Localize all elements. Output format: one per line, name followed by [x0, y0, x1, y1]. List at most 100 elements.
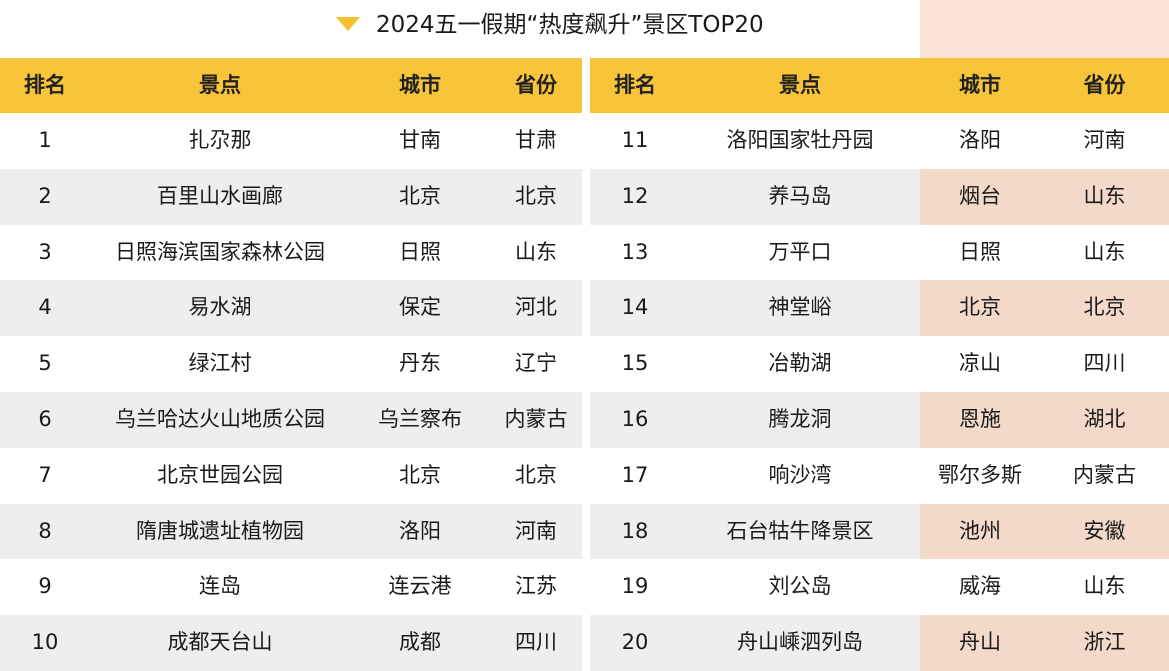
cell-province: 山东 — [515, 239, 557, 264]
cell-province: 河南 — [1083, 128, 1126, 152]
cell-province: 山东 — [1040, 168, 1169, 225]
cell-rank: 11 — [621, 128, 649, 152]
table-row: 8 隋唐城遗址植物园 洛阳 河南 — [0, 503, 582, 560]
cell-spot: 连岛 — [199, 574, 241, 599]
cell-rank: 7 — [38, 462, 52, 487]
table-row: 18 石台牯牛降景区 池州 安徽 — [590, 503, 1169, 560]
cell-spot: 神堂峪 — [768, 295, 832, 320]
cell-rank: 6 — [38, 406, 52, 431]
cell-spot: 扎尕那 — [188, 128, 252, 152]
header-spot: 景点 — [199, 73, 241, 97]
cell-province: 内蒙古 — [1073, 462, 1136, 487]
cell-rank: 8 — [38, 518, 52, 543]
table-row: 14 神堂峪 北京 北京 — [590, 280, 1169, 337]
header-city: 城市 — [959, 73, 1001, 97]
table-row: 20 舟山嵊泗列岛 舟山 浙江 — [590, 615, 1169, 671]
cell-spot: 易水湖 — [188, 295, 252, 320]
ranking-table-left: 排名 景点 城市 省份 1 扎尕那 甘南 甘肃 2 百里山水画廊 北京 北京 3 日照海滨国家森林… — [0, 58, 582, 671]
table-row: 13 万平口 日照 山东 — [590, 225, 1169, 281]
table-header: 排名 景点 城市 省份 — [590, 58, 1169, 113]
cell-city: 北京 — [920, 280, 1040, 337]
table-row: 16 腾龙洞 恩施 湖北 — [590, 391, 1169, 448]
cell-city: 恩施 — [920, 391, 1040, 448]
cell-province: 山东 — [1083, 574, 1126, 599]
cell-spot: 响沙湾 — [768, 462, 832, 487]
table-row: 1 扎尕那 甘南 甘肃 — [0, 113, 582, 169]
header-rank: 排名 — [614, 73, 656, 97]
cell-spot: 日照海滨国家森林公园 — [115, 239, 325, 264]
cell-city: 洛阳 — [959, 128, 1001, 152]
cell-province: 辽宁 — [515, 351, 557, 376]
cell-city: 连云港 — [388, 574, 452, 599]
cell-rank: 4 — [38, 295, 52, 320]
cell-spot: 石台牯牛降景区 — [726, 518, 874, 543]
cell-city: 甘南 — [399, 128, 441, 152]
cell-spot: 舟山嵊泗列岛 — [737, 630, 863, 655]
cell-city: 日照 — [399, 239, 441, 264]
cell-rank: 18 — [621, 518, 649, 543]
cell-spot: 隋唐城遗址植物园 — [136, 518, 304, 543]
table-row: 12 养马岛 烟台 山东 — [590, 168, 1169, 225]
cell-city: 威海 — [959, 574, 1001, 599]
cell-city: 舟山 — [920, 615, 1040, 671]
cell-city: 北京 — [399, 462, 441, 487]
table-row: 2 百里山水画廊 北京 北京 — [0, 168, 582, 225]
cell-spot: 万平口 — [768, 239, 832, 264]
cell-province: 四川 — [1083, 351, 1126, 376]
header-province: 省份 — [515, 73, 557, 97]
table-row: 4 易水湖 保定 河北 — [0, 280, 582, 337]
table-body: 11 洛阳国家牡丹园 洛阳 河南 12 养马岛 烟台 山东 13 万平口 日照 山东 14 神堂峪 北京 北京… — [590, 113, 1169, 671]
cell-city: 鄂尔多斯 — [938, 462, 1022, 487]
cell-city: 烟台 — [920, 168, 1040, 225]
table-row: 9 连岛 连云港 江苏 — [0, 559, 582, 615]
cell-city: 保定 — [399, 295, 441, 320]
cell-city: 成都 — [399, 630, 441, 655]
cell-province: 江苏 — [515, 574, 557, 599]
header-accent-strip — [920, 0, 1169, 58]
table-row: 5 绿江村 丹东 辽宁 — [0, 336, 582, 392]
cell-province: 河北 — [515, 295, 557, 320]
cell-city: 丹东 — [399, 351, 441, 376]
cell-spot: 百里山水画廊 — [157, 183, 283, 208]
table-row: 15 冶勒湖 凉山 四川 — [590, 336, 1169, 392]
cell-rank: 13 — [621, 239, 649, 264]
cell-rank: 1 — [38, 128, 52, 152]
cell-province: 北京 — [515, 183, 557, 208]
header-rank: 排名 — [24, 73, 66, 97]
cell-spot: 腾龙洞 — [768, 406, 832, 431]
cell-spot: 刘公岛 — [768, 574, 832, 599]
cell-province: 湖北 — [1040, 391, 1169, 448]
table-row: 10 成都天台山 成都 四川 — [0, 615, 582, 671]
cell-city: 乌兰察布 — [378, 406, 462, 431]
cell-city: 洛阳 — [399, 518, 441, 543]
cell-spot: 养马岛 — [768, 183, 832, 208]
cell-province: 北京 — [1040, 280, 1169, 337]
cell-province: 北京 — [515, 462, 557, 487]
header-city: 城市 — [399, 73, 441, 97]
ranking-table-right: 排名 景点 城市 省份 11 洛阳国家牡丹园 洛阳 河南 12 养马岛 烟台 山东 13 万平口 日… — [590, 58, 1169, 671]
table-row: 11 洛阳国家牡丹园 洛阳 河南 — [590, 113, 1169, 169]
cell-rank: 5 — [38, 351, 52, 376]
cell-rank: 10 — [31, 630, 59, 655]
cell-rank: 17 — [621, 462, 649, 487]
cell-city: 池州 — [920, 503, 1040, 560]
title-bar: 2024五一假期“热度飙升”景区TOP20 — [0, 0, 1169, 54]
table-row: 3 日照海滨国家森林公园 日照 山东 — [0, 225, 582, 281]
triangle-down-icon — [336, 17, 360, 31]
table-row: 7 北京世园公园 北京 北京 — [0, 448, 582, 504]
cell-rank: 19 — [621, 574, 649, 599]
page-title: 2024五一假期“热度飙升”景区TOP20 — [376, 12, 764, 38]
table-row: 6 乌兰哈达火山地质公园 乌兰察布 内蒙古 — [0, 391, 582, 448]
cell-rank: 16 — [621, 406, 649, 431]
cell-spot: 北京世园公园 — [157, 462, 283, 487]
cell-spot: 乌兰哈达火山地质公园 — [115, 406, 325, 431]
table-row: 19 刘公岛 威海 山东 — [590, 559, 1169, 615]
cell-spot: 洛阳国家牡丹园 — [726, 128, 874, 152]
header-province: 省份 — [1083, 73, 1126, 97]
cell-rank: 9 — [38, 574, 52, 599]
cell-province: 甘肃 — [515, 128, 557, 152]
cell-province: 内蒙古 — [504, 406, 568, 431]
cell-rank: 2 — [38, 183, 52, 208]
cell-province: 河南 — [515, 518, 557, 543]
cell-rank: 12 — [621, 183, 649, 208]
